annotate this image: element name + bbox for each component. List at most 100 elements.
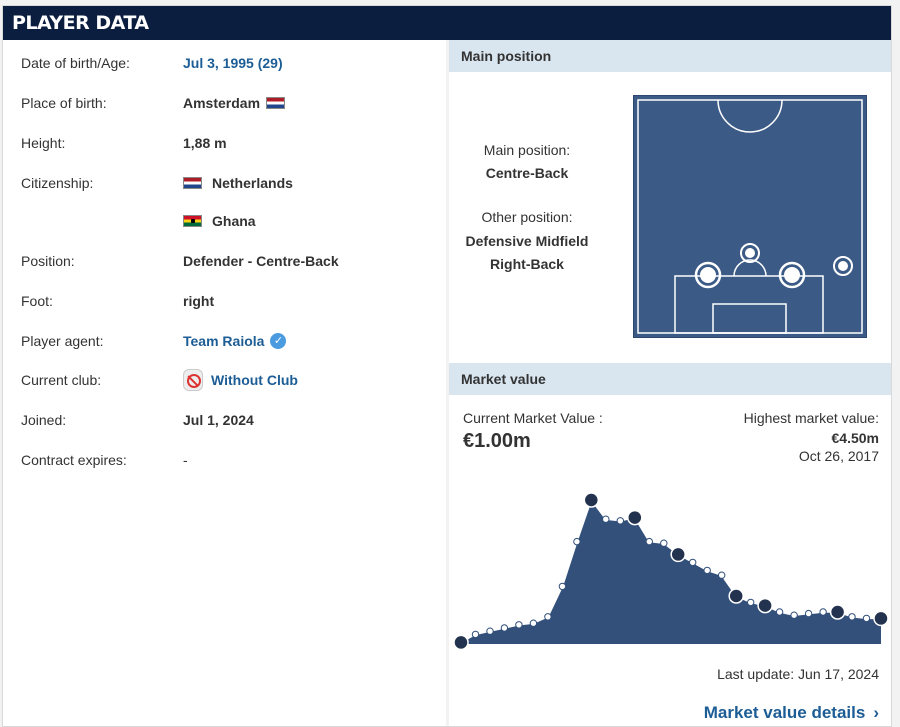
chart-point[interactable] — [515, 621, 523, 629]
market-value-chart[interactable] — [451, 490, 889, 660]
birthplace-value: Amsterdam — [183, 95, 261, 111]
club-crest-marker[interactable] — [757, 597, 773, 614]
foot-value: right — [183, 293, 215, 309]
club-crest-marker[interactable] — [453, 634, 469, 651]
chart-point[interactable] — [689, 558, 697, 567]
current-value: €1.00m — [463, 430, 531, 452]
chart-point[interactable] — [573, 537, 581, 546]
goal-area — [712, 303, 787, 334]
info-label: Player agent: — [21, 333, 104, 349]
citizenship-value: Netherlands — [212, 175, 293, 191]
club-link[interactable]: Without Club — [211, 372, 298, 388]
info-label: Current club: — [21, 372, 102, 388]
chart-point[interactable] — [775, 608, 784, 616]
info-label: Height: — [21, 135, 66, 151]
position-marker-main-dot — [784, 267, 800, 283]
birthdate-link[interactable]: Jul 3, 1995 (29) — [183, 55, 283, 71]
pitch-outline — [637, 99, 863, 334]
info-row-joined: Joined: Jul 1, 2024 — [3, 402, 447, 442]
info-row-height: Height: 1,88 m — [3, 125, 447, 165]
chart-point[interactable] — [790, 611, 798, 619]
club-crest-marker[interactable] — [873, 610, 889, 627]
position-marker-main — [778, 261, 806, 289]
info-row-citizenship-2: Ghana — [3, 203, 447, 243]
netherlands-flag-icon — [266, 97, 286, 109]
other-position-value: Right-Back — [490, 256, 564, 272]
chart-point[interactable] — [848, 613, 856, 621]
info-label: Joined: — [21, 412, 67, 428]
chart-point[interactable] — [804, 609, 813, 618]
position-marker-other-dot — [745, 248, 755, 258]
club-crest-marker[interactable] — [728, 588, 744, 604]
other-position-value: Defensive Midfield — [465, 233, 589, 249]
agent-link[interactable]: Team Raiola — [183, 333, 265, 349]
market-value-heading: Market value — [449, 363, 891, 395]
chart-point[interactable] — [544, 613, 552, 621]
club-crest-marker[interactable] — [670, 546, 686, 563]
player-data-panel: PLAYER DATA Date of birth/Age: Jul 3, 19… — [2, 5, 892, 727]
chart-point[interactable] — [471, 630, 480, 639]
player-info-list: Date of birth/Age: Jul 3, 1995 (29) Plac… — [3, 40, 447, 726]
info-label: Foot: — [21, 293, 53, 309]
info-label: Citizenship: — [21, 175, 94, 191]
last-update-text: Last update: Jun 17, 2024 — [717, 666, 879, 682]
position-marker-main-dot — [700, 267, 716, 283]
position-marker-other — [740, 243, 760, 263]
info-label: Date of birth/Age: — [21, 55, 130, 71]
info-row-citizenship: Citizenship: Netherlands — [3, 165, 447, 205]
position-marker-main — [694, 261, 722, 289]
position-marker-other-dot — [838, 261, 848, 271]
chart-point[interactable] — [500, 624, 509, 632]
position-value: Defender - Centre-Back — [183, 253, 339, 269]
highest-value: €4.50m — [831, 430, 879, 446]
chart-point[interactable] — [747, 598, 755, 607]
chart-point[interactable] — [819, 608, 827, 616]
club-crest-marker[interactable] — [583, 492, 600, 508]
joined-value: Jul 1, 2024 — [183, 412, 254, 428]
chart-point[interactable] — [486, 627, 494, 635]
current-value-label: Current Market Value : — [463, 410, 603, 426]
contract-value: - — [183, 452, 188, 468]
info-label: Position: — [21, 253, 75, 269]
chevron-right-icon: › — [873, 703, 879, 722]
center-circle — [717, 99, 783, 133]
chart-point[interactable] — [862, 614, 871, 623]
highest-value-date: Oct 26, 2017 — [798, 448, 879, 464]
other-position-label: Other position: — [481, 209, 573, 225]
info-label: Place of birth: — [21, 95, 107, 111]
info-row-birthplace: Place of birth: Amsterdam — [3, 85, 447, 125]
chart-point[interactable] — [529, 619, 538, 627]
netherlands-flag-icon — [183, 177, 202, 189]
chart-point[interactable] — [645, 537, 654, 546]
info-row-birth: Date of birth/Age: Jul 3, 1995 (29) — [3, 45, 447, 85]
height-value: 1,88 m — [183, 135, 227, 151]
panel-title: PLAYER DATA — [3, 6, 891, 40]
chart-point[interactable] — [616, 517, 625, 525]
chart-point[interactable] — [602, 515, 610, 523]
pitch-diagram — [633, 95, 867, 338]
chart-point[interactable] — [718, 571, 726, 579]
ghana-flag-icon — [183, 215, 202, 227]
club-crest-marker[interactable] — [829, 604, 846, 620]
verified-check-icon: ✓ — [270, 333, 287, 349]
chart-point[interactable] — [703, 566, 711, 575]
info-row-agent: Player agent: Team Raiola ✓ — [3, 323, 447, 363]
info-row-contract: Contract expires: - — [3, 442, 447, 482]
chart-area — [461, 500, 881, 644]
details-link-label: Market value details — [703, 703, 866, 722]
market-value-details-link[interactable]: Market value details › — [704, 703, 879, 723]
column-divider — [446, 40, 449, 726]
info-label: Contract expires: — [21, 452, 127, 468]
main-position-label: Main position: — [483, 142, 571, 158]
info-row-foot: Foot: right — [3, 283, 447, 323]
chart-point[interactable] — [558, 582, 567, 591]
no-club-icon — [183, 369, 203, 391]
main-position-heading: Main position — [449, 40, 891, 72]
penalty-arc — [733, 259, 767, 277]
position-marker-other — [833, 256, 853, 276]
info-row-position: Position: Defender - Centre-Back — [3, 243, 447, 283]
club-crest-marker[interactable] — [627, 509, 643, 526]
chart-point[interactable] — [660, 539, 668, 547]
main-position-value: Centre-Back — [485, 165, 569, 181]
